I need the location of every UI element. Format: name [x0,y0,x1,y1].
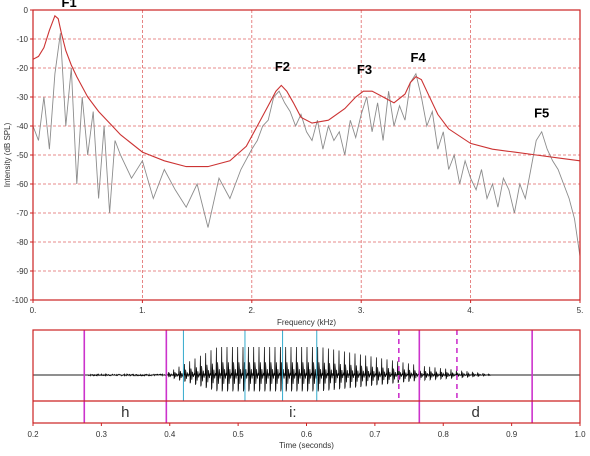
formant-label: F5 [534,105,549,120]
waveform-line [33,346,580,392]
x-tick-label: 0. [30,306,37,315]
y-tick-label: -70 [16,209,28,218]
segment-label: i: [289,404,297,421]
formant-label: F4 [411,50,427,65]
y-tick-label: -60 [16,180,28,189]
formant-label: F3 [357,62,372,77]
x-tick-label: 1. [139,306,146,315]
y-tick-label: -50 [16,151,28,160]
spectrum-frame [32,9,581,301]
y-tick-label: -80 [16,238,28,247]
segment-label: h [121,404,129,421]
waveform-chart: h i: d 0.2 0.3 0.4 0.5 0.6 0.7 0.8 0.9 1.0 Time (sec… [27,329,586,450]
x-axis-title: Frequency (kHz) [277,318,336,327]
x-tick-label: 4. [467,306,474,315]
formant-label: F1 [62,0,77,10]
x-tick-label: 5. [577,306,584,315]
time-tick-label: 0.8 [438,430,450,439]
y-tick-label: -30 [16,93,28,102]
time-tick-label: 0.7 [369,430,381,439]
y-tick-label: -20 [16,64,28,73]
x-tick-label: 2. [248,306,255,315]
x-tick-label: 3. [358,306,365,315]
time-axis-title: Time (seconds) [279,441,334,450]
waveform-area [33,330,580,423]
time-tick-label: 0.3 [96,430,108,439]
time-tick-label: 0.9 [506,430,518,439]
y-axis-title: Intensity (dB SPL) [3,122,12,187]
time-tick-label: 1.0 [574,430,586,439]
y-tick-label: -40 [16,122,28,131]
time-tick-label: 0.5 [233,430,245,439]
formant-label: F2 [275,59,290,74]
lpc-envelope-line [32,14,581,168]
time-tick-label: 0.4 [164,430,176,439]
segment-label: d [472,404,480,421]
spectrum-line [32,33,581,257]
y-tick-label: -100 [12,296,29,305]
time-tick-label: 0.2 [27,430,39,439]
y-tick-label: -90 [16,267,28,276]
y-tick-label: -10 [16,35,28,44]
time-tick-label: 0.6 [301,430,313,439]
y-tick-label: 0 [24,6,29,15]
